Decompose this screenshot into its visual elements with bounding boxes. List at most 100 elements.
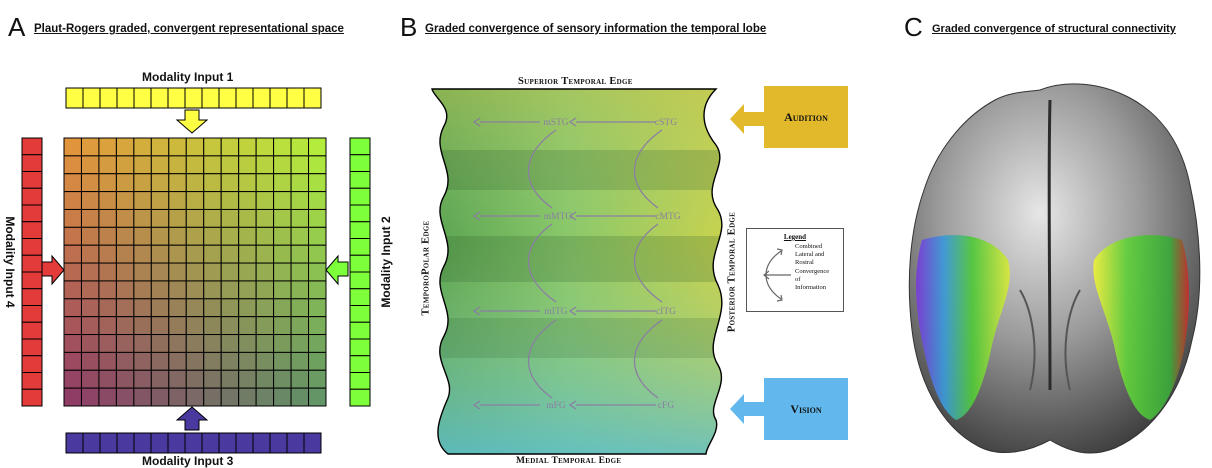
input-unit xyxy=(349,355,371,373)
input-unit xyxy=(349,137,371,156)
panel-a-letter: A xyxy=(8,12,26,42)
grid-cell xyxy=(98,155,117,175)
grid-cell xyxy=(115,387,135,407)
grid-cell xyxy=(133,369,152,389)
input-unit xyxy=(349,238,371,256)
input-unit xyxy=(65,432,84,454)
grid-cell xyxy=(290,298,310,318)
grid-cell xyxy=(168,155,187,175)
grid-cell xyxy=(133,208,152,228)
grid-cell xyxy=(98,334,117,353)
grid-cell xyxy=(185,334,205,353)
grid-cell xyxy=(168,298,187,318)
grid-cell xyxy=(273,316,292,336)
grid-cell xyxy=(150,334,170,353)
grid-cell xyxy=(290,244,310,264)
grid-cell xyxy=(150,262,170,282)
grid-cell xyxy=(220,351,240,371)
grid-cell xyxy=(273,387,292,407)
grid-cell xyxy=(238,262,257,282)
grid-cell xyxy=(150,369,170,389)
grid-cell xyxy=(168,351,187,371)
grid-cell xyxy=(168,173,187,193)
vision-label: Vision xyxy=(790,401,822,416)
vision-box: Vision xyxy=(764,378,848,440)
grid-cell xyxy=(133,155,152,175)
grid-cell xyxy=(63,387,82,407)
grid-cell xyxy=(290,173,310,193)
grid-cell xyxy=(98,351,117,371)
grid-cell xyxy=(80,208,100,228)
input-4-arrow xyxy=(41,254,65,286)
input-unit xyxy=(133,432,152,454)
grid-cell xyxy=(115,334,135,353)
grid-cell xyxy=(273,262,292,282)
input-unit xyxy=(235,432,254,454)
grid-cell xyxy=(168,226,187,246)
grid-cell xyxy=(273,334,292,353)
sensory-arrows xyxy=(730,104,766,424)
grid-cell xyxy=(255,226,275,246)
grid-cell xyxy=(203,351,222,371)
node-cmtg: cMTG xyxy=(655,212,680,222)
grid-cell xyxy=(255,262,275,282)
input-unit xyxy=(133,87,152,109)
grid-cell xyxy=(308,280,327,300)
grid-cell xyxy=(115,280,135,300)
grid-cell xyxy=(238,155,257,175)
input-unit xyxy=(349,288,371,306)
grid-cell xyxy=(98,191,117,210)
input-unit xyxy=(82,87,101,109)
grid-cell xyxy=(115,137,135,157)
grid-cell xyxy=(273,137,292,157)
grid-cell xyxy=(255,173,275,193)
grid-cell xyxy=(290,191,310,210)
grid-cell xyxy=(238,351,257,371)
node-cstg: cSTG xyxy=(655,118,677,128)
grid-cell xyxy=(185,262,205,282)
input-unit xyxy=(201,87,220,109)
audition-box: Audition xyxy=(764,86,848,148)
grid-cell xyxy=(220,334,240,353)
input-unit xyxy=(349,321,371,340)
grid-cell xyxy=(238,137,257,157)
grid-cell xyxy=(308,173,327,193)
grid-cell xyxy=(203,191,222,210)
grid-cell xyxy=(273,244,292,264)
grid-cell xyxy=(238,316,257,336)
grid-cell xyxy=(273,155,292,175)
input-unit xyxy=(21,372,43,390)
grid-cell xyxy=(168,244,187,264)
panel-b-letter: B xyxy=(400,12,418,42)
grid-cell xyxy=(255,155,275,175)
right-temporal-connectivity xyxy=(1093,235,1189,420)
input-unit xyxy=(286,87,305,109)
legend-line: of xyxy=(795,275,801,283)
grid-cell xyxy=(185,387,205,407)
grid-cell xyxy=(203,173,222,193)
grid-cell xyxy=(308,316,327,336)
input-unit xyxy=(21,338,43,357)
grid-cell xyxy=(203,208,222,228)
grid-cell xyxy=(308,387,327,407)
grid-cell xyxy=(185,226,205,246)
grid-cell xyxy=(255,369,275,389)
grid-cell xyxy=(98,280,117,300)
brainstem-contour xyxy=(1019,289,1081,391)
input-2-arrow xyxy=(325,254,349,286)
input-unit xyxy=(21,271,43,290)
grid-cell xyxy=(203,369,222,389)
grid-cell xyxy=(238,387,257,407)
legend-box: Legend Combined Lateral and Rostral Conv… xyxy=(746,228,844,312)
convergent-grid xyxy=(63,137,327,407)
grid-cell xyxy=(150,244,170,264)
grid-cell xyxy=(115,226,135,246)
input-4-bar xyxy=(21,137,43,407)
grid-cell xyxy=(255,208,275,228)
grid-cell xyxy=(203,262,222,282)
grid-cell xyxy=(185,280,205,300)
grid-cell xyxy=(80,244,100,264)
grid-cell xyxy=(133,298,152,318)
input-unit xyxy=(21,388,43,407)
grid-cell xyxy=(63,351,82,371)
